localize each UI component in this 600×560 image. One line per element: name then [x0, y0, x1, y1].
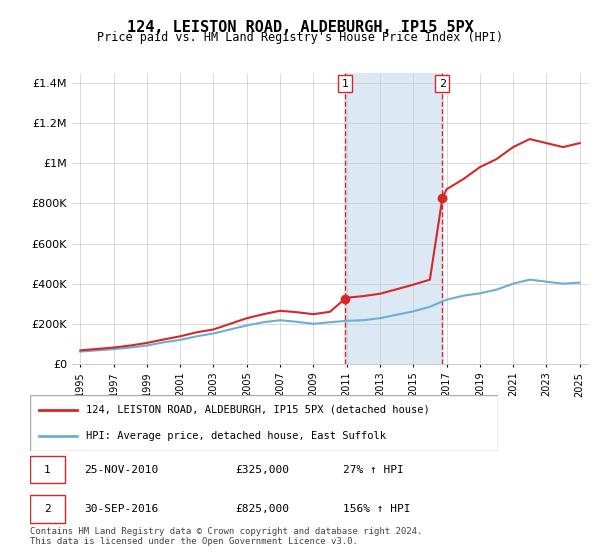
Text: 30-SEP-2016: 30-SEP-2016 — [84, 504, 158, 514]
Text: 1: 1 — [44, 465, 50, 475]
FancyBboxPatch shape — [30, 495, 65, 522]
Text: 124, LEISTON ROAD, ALDEBURGH, IP15 5PX (detached house): 124, LEISTON ROAD, ALDEBURGH, IP15 5PX (… — [86, 405, 430, 415]
Bar — [345, 73, 442, 364]
Text: 156% ↑ HPI: 156% ↑ HPI — [343, 504, 410, 514]
Text: 2: 2 — [44, 504, 50, 514]
Text: Price paid vs. HM Land Registry's House Price Index (HPI): Price paid vs. HM Land Registry's House … — [97, 31, 503, 44]
Text: 25-NOV-2010: 25-NOV-2010 — [84, 465, 158, 475]
Text: 124, LEISTON ROAD, ALDEBURGH, IP15 5PX: 124, LEISTON ROAD, ALDEBURGH, IP15 5PX — [127, 20, 473, 35]
Text: 1: 1 — [341, 79, 349, 89]
FancyBboxPatch shape — [30, 456, 65, 483]
Text: £325,000: £325,000 — [235, 465, 289, 475]
Text: 27% ↑ HPI: 27% ↑ HPI — [343, 465, 404, 475]
Text: £825,000: £825,000 — [235, 504, 289, 514]
Text: HPI: Average price, detached house, East Suffolk: HPI: Average price, detached house, East… — [86, 431, 386, 441]
Text: Contains HM Land Registry data © Crown copyright and database right 2024.
This d: Contains HM Land Registry data © Crown c… — [30, 526, 422, 546]
Text: 2: 2 — [439, 79, 446, 89]
FancyBboxPatch shape — [30, 395, 498, 451]
